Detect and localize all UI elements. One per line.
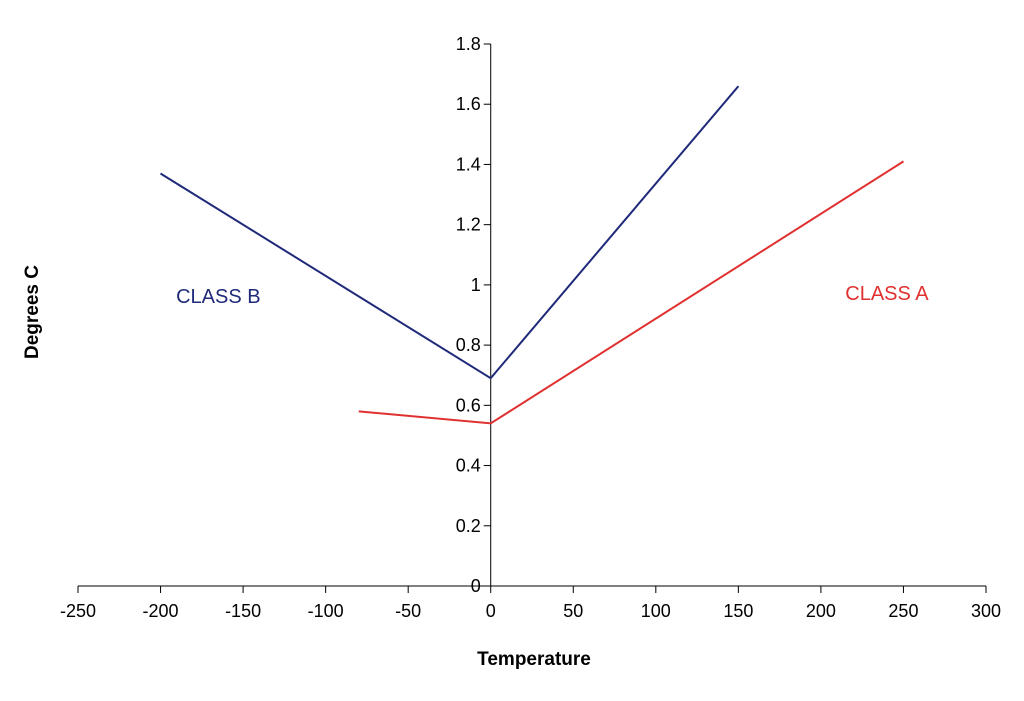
y-axis-title: Degrees C — [22, 265, 43, 359]
x-tick-label: -100 — [308, 601, 344, 621]
series-line-class-a — [358, 160, 905, 425]
series-lines — [159, 85, 905, 425]
x-tick-label: 200 — [806, 601, 836, 621]
y-tick-label: 1.2 — [456, 215, 481, 235]
series-label-class-b: CLASS B — [176, 286, 260, 308]
y-tick-label: 0.4 — [456, 456, 481, 476]
series-label-class-a: CLASS A — [845, 283, 929, 305]
series-line-class-b — [159, 85, 740, 380]
y-tick-label: 1.4 — [456, 154, 481, 174]
x-axis-title: Temperature — [477, 649, 591, 670]
x-tick-label: 250 — [888, 601, 918, 621]
y-tick-label: 1.8 — [456, 34, 481, 54]
x-tick-label: 100 — [641, 601, 671, 621]
x-tick-label: -250 — [60, 601, 96, 621]
series-labels: CLASS B CLASS A — [176, 283, 929, 308]
y-tick-label: 0.2 — [456, 516, 481, 536]
x-tick-label: 50 — [563, 601, 583, 621]
y-tick-label: 0.6 — [456, 395, 481, 415]
axes: -250 -200 -150 -100 -50 0 50 100 150 200 250 300 0 0.… — [60, 34, 1001, 621]
x-tick-label: 0 — [486, 601, 496, 621]
x-tick-label: -200 — [143, 601, 179, 621]
y-tick-label: 0 — [471, 576, 481, 596]
x-tick-label: -50 — [395, 601, 421, 621]
y-tick-label: 1.6 — [456, 94, 481, 114]
x-tick-label: 150 — [723, 601, 753, 621]
x-tick-label: -150 — [225, 601, 261, 621]
x-tick-label: 300 — [971, 601, 1001, 621]
y-tick-label: 0.8 — [456, 335, 481, 355]
y-tick-label: 1 — [471, 275, 481, 295]
